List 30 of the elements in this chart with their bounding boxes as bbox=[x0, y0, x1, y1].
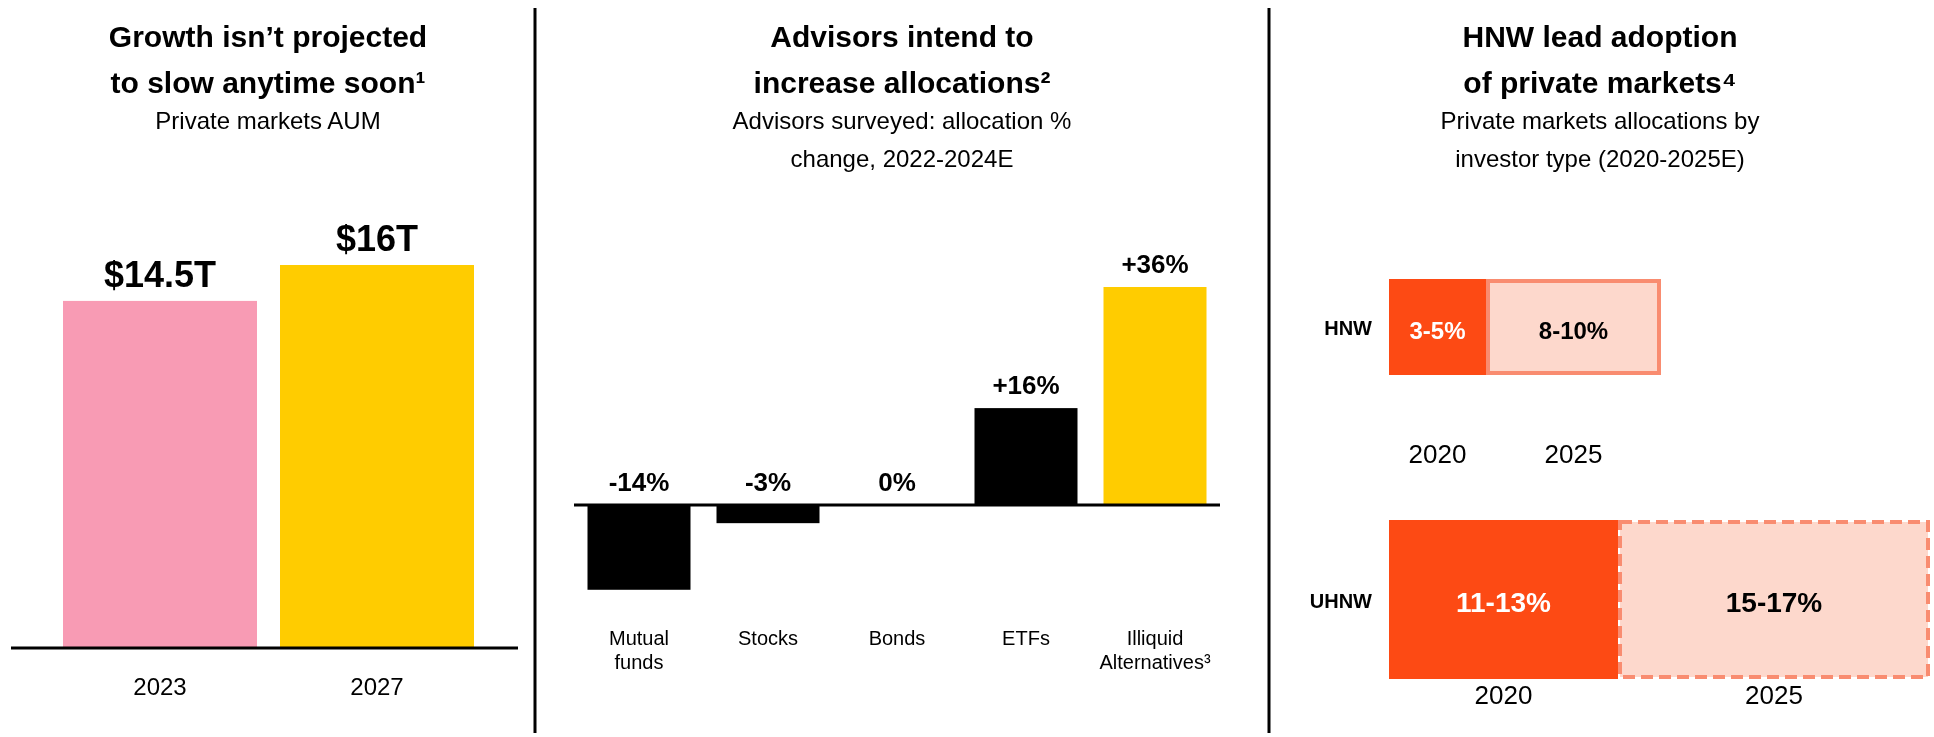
x-tick-label: 2023 bbox=[133, 673, 187, 700]
data-label: +36% bbox=[1121, 249, 1189, 279]
data-label: 0% bbox=[878, 467, 916, 497]
text: 15-17% bbox=[1725, 586, 1823, 618]
text: 2020 bbox=[1474, 680, 1533, 710]
text: 2020 bbox=[1408, 439, 1467, 469]
text: 2025 bbox=[1544, 439, 1603, 469]
category-label: HNW bbox=[1324, 317, 1373, 339]
data-label: $16T bbox=[335, 218, 419, 259]
x-tick-label: Illiquid Alternatives³ bbox=[1099, 627, 1211, 673]
text: 8-10% bbox=[1538, 317, 1609, 344]
data-label: -3% bbox=[744, 467, 792, 497]
x-tick-label: Bonds bbox=[868, 627, 926, 649]
chart-subtitle: Private markets AUM bbox=[155, 107, 381, 134]
text: Private markets allocations by investor type (2020-2025E) bbox=[1440, 107, 1760, 172]
chart-title: Advisors intend to increase allocations² bbox=[753, 20, 1051, 99]
x-tick-label: Stocks bbox=[737, 627, 799, 649]
category-label: UHNW bbox=[1309, 589, 1373, 612]
x-tick-label: Mutual funds bbox=[608, 627, 670, 673]
chart-title: Growth isn’t projected to slow anytime soon¹ bbox=[108, 20, 428, 99]
x-tick-label: 2027 bbox=[350, 673, 404, 700]
data-label: +16% bbox=[992, 370, 1060, 401]
text: 3-5% bbox=[1409, 317, 1466, 344]
text: 11-13% bbox=[1456, 586, 1552, 618]
text: 2025 bbox=[1745, 680, 1803, 710]
x-tick-label: ETFs bbox=[1002, 627, 1050, 649]
chart-subtitle: Advisors surveyed: allocation % change, 2022-2024E bbox=[732, 107, 1072, 172]
text: HNW lead adoption of private markets⁴ bbox=[1462, 20, 1738, 99]
data-label: $14.5T bbox=[103, 253, 217, 295]
data-label: -14% bbox=[608, 467, 670, 497]
